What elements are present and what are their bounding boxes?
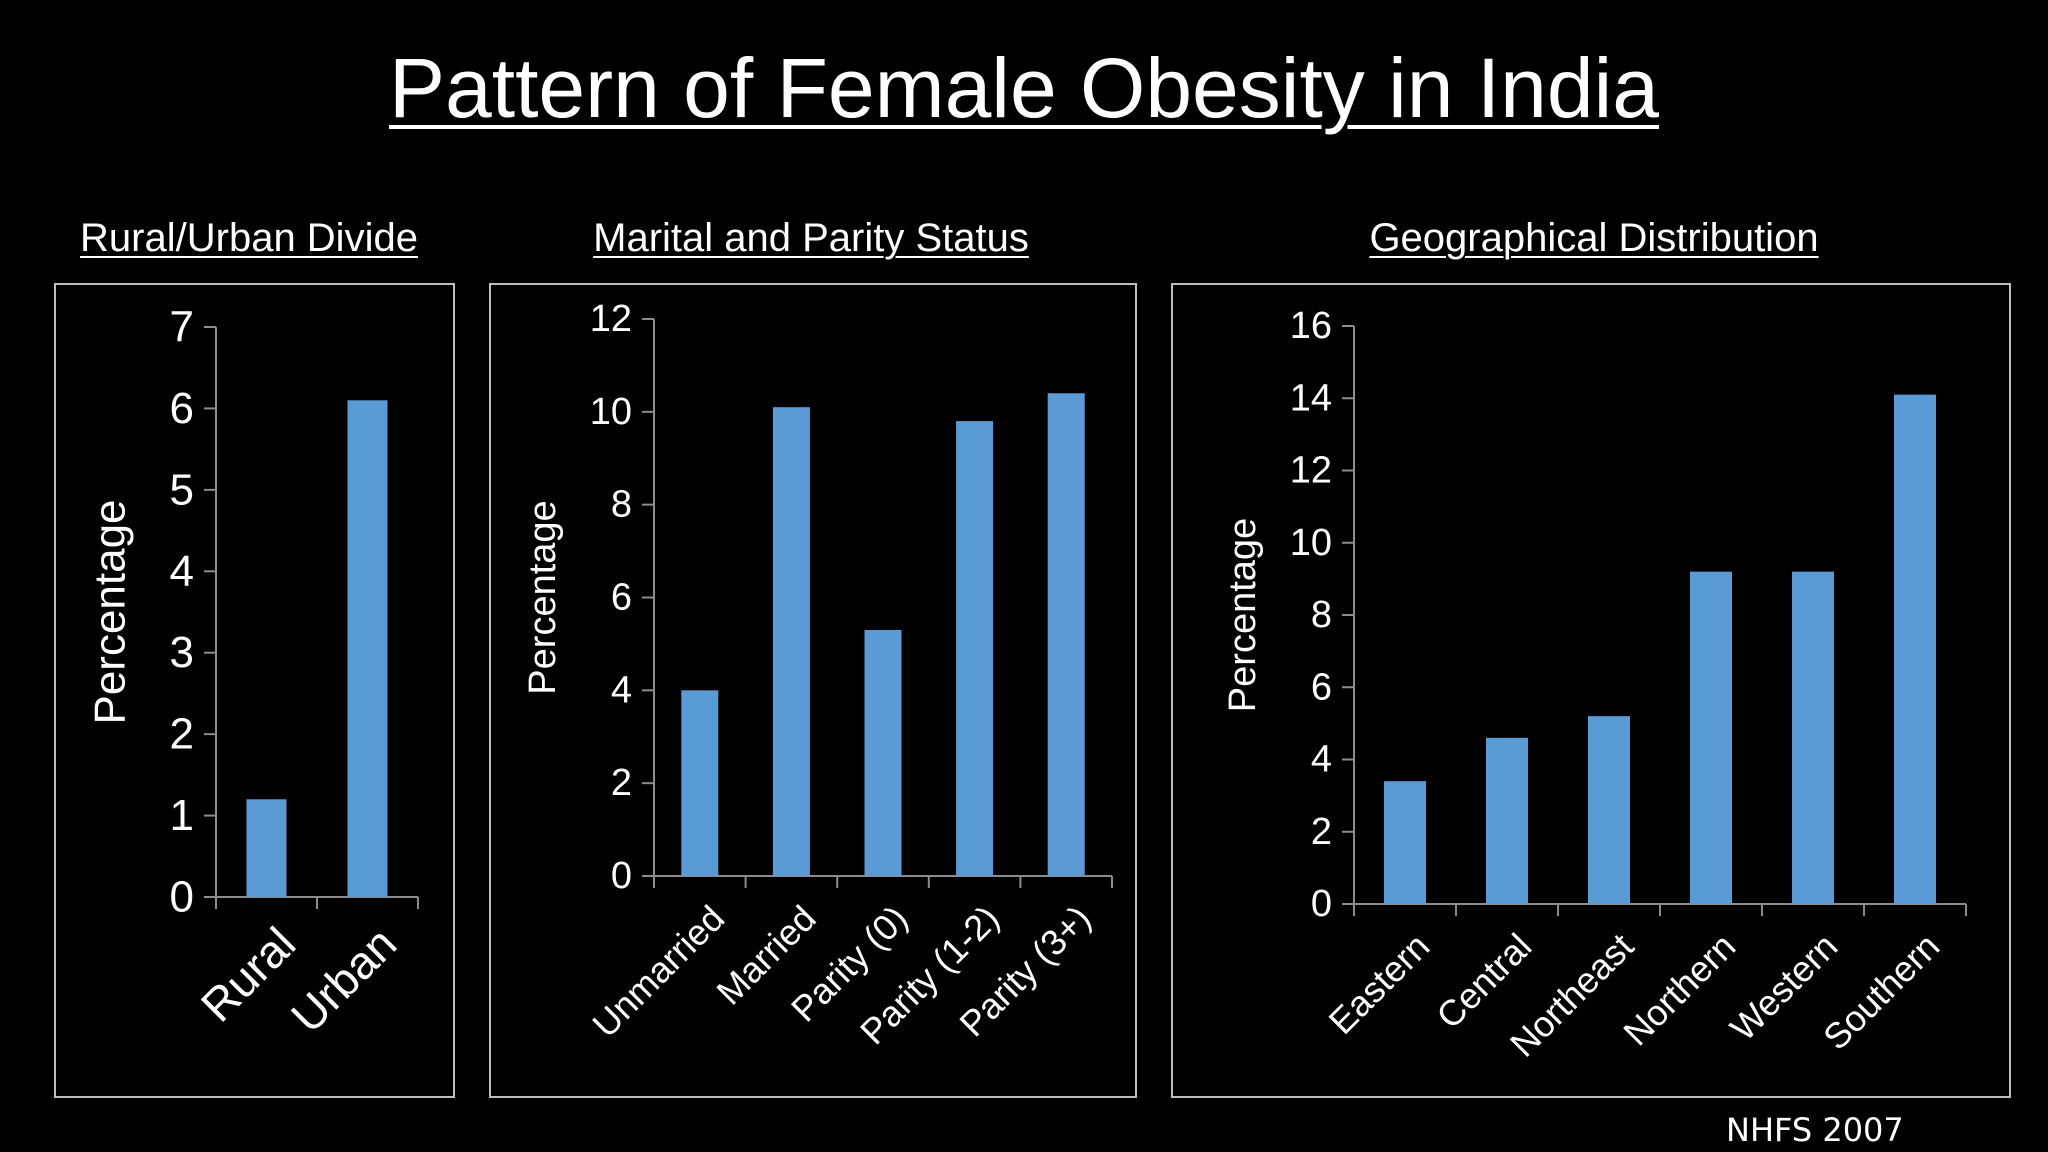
page-title: Pattern of Female Obesity in India: [389, 41, 1659, 135]
y-tick-label: 6: [170, 384, 194, 433]
y-tick-label: 8: [1311, 594, 1332, 636]
y-tick-label: 3: [170, 628, 194, 677]
bar-urban: [347, 400, 388, 897]
y-tick-label: 16: [1290, 305, 1332, 347]
x-tick-label-urban: Urban: [281, 917, 406, 1042]
bar-western: [1792, 571, 1834, 904]
y-tick-label: 12: [1290, 450, 1332, 492]
y-tick-label: 10: [1290, 522, 1332, 564]
y-tick-label: 0: [170, 873, 194, 922]
bar-northern: [1690, 571, 1732, 904]
y-tick-label: 5: [170, 465, 194, 514]
chart-panel-marital-parity: [489, 283, 1137, 1098]
bar-parity-0: [864, 629, 902, 876]
y-tick-label: 4: [1311, 739, 1332, 781]
y-tick-label: 0: [611, 855, 632, 897]
y-tick-label: 14: [1290, 377, 1332, 419]
y-tick-label: 10: [590, 391, 632, 433]
x-tick-label-rural: Rural: [191, 917, 306, 1032]
bar-unmarried: [681, 690, 719, 876]
y-tick-label: 4: [611, 669, 632, 711]
bar-rural: [246, 799, 287, 897]
y-tick-label: 12: [590, 298, 632, 340]
chart-title-marital-parity: Marital and Parity Status: [593, 216, 1029, 260]
chart-title-rural-urban: Rural/Urban Divide: [80, 216, 418, 260]
x-tick-label-northern: Northern: [1615, 925, 1743, 1053]
chart-title-geographical: Geographical Distribution: [1369, 216, 1819, 260]
y-tick-label: 0: [1311, 883, 1332, 925]
source-note: NHFS 2007: [1726, 1111, 1904, 1149]
y-tick-label: 1: [170, 791, 194, 840]
x-tick-label-eastern: Eastern: [1321, 925, 1438, 1042]
y-tick-label: 7: [170, 303, 194, 352]
bar-eastern: [1384, 781, 1426, 904]
y-tick-label: 4: [170, 547, 194, 596]
chart-panel-rural-urban: [54, 283, 455, 1098]
y-axis-label: Percentage: [1222, 518, 1264, 712]
y-tick-label: 6: [1311, 666, 1332, 708]
chart-panel-geographical: [1171, 283, 2011, 1098]
y-tick-label: 6: [611, 577, 632, 619]
y-tick-label: 2: [611, 762, 632, 804]
bar-southern: [1894, 394, 1936, 904]
y-axis-label: Percentage: [86, 499, 135, 724]
bar-parity-3: [1047, 393, 1085, 876]
y-tick-label: 2: [1311, 811, 1332, 853]
y-tick-label: 2: [170, 710, 194, 759]
bar-northeast: [1588, 716, 1630, 904]
bar-parity-1-2: [956, 421, 994, 876]
bar-married: [772, 407, 810, 876]
bar-central: [1486, 737, 1528, 904]
y-axis-label: Percentage: [522, 500, 564, 694]
x-tick-label-unmarried: Unmarried: [584, 897, 732, 1045]
y-tick-label: 8: [611, 484, 632, 526]
